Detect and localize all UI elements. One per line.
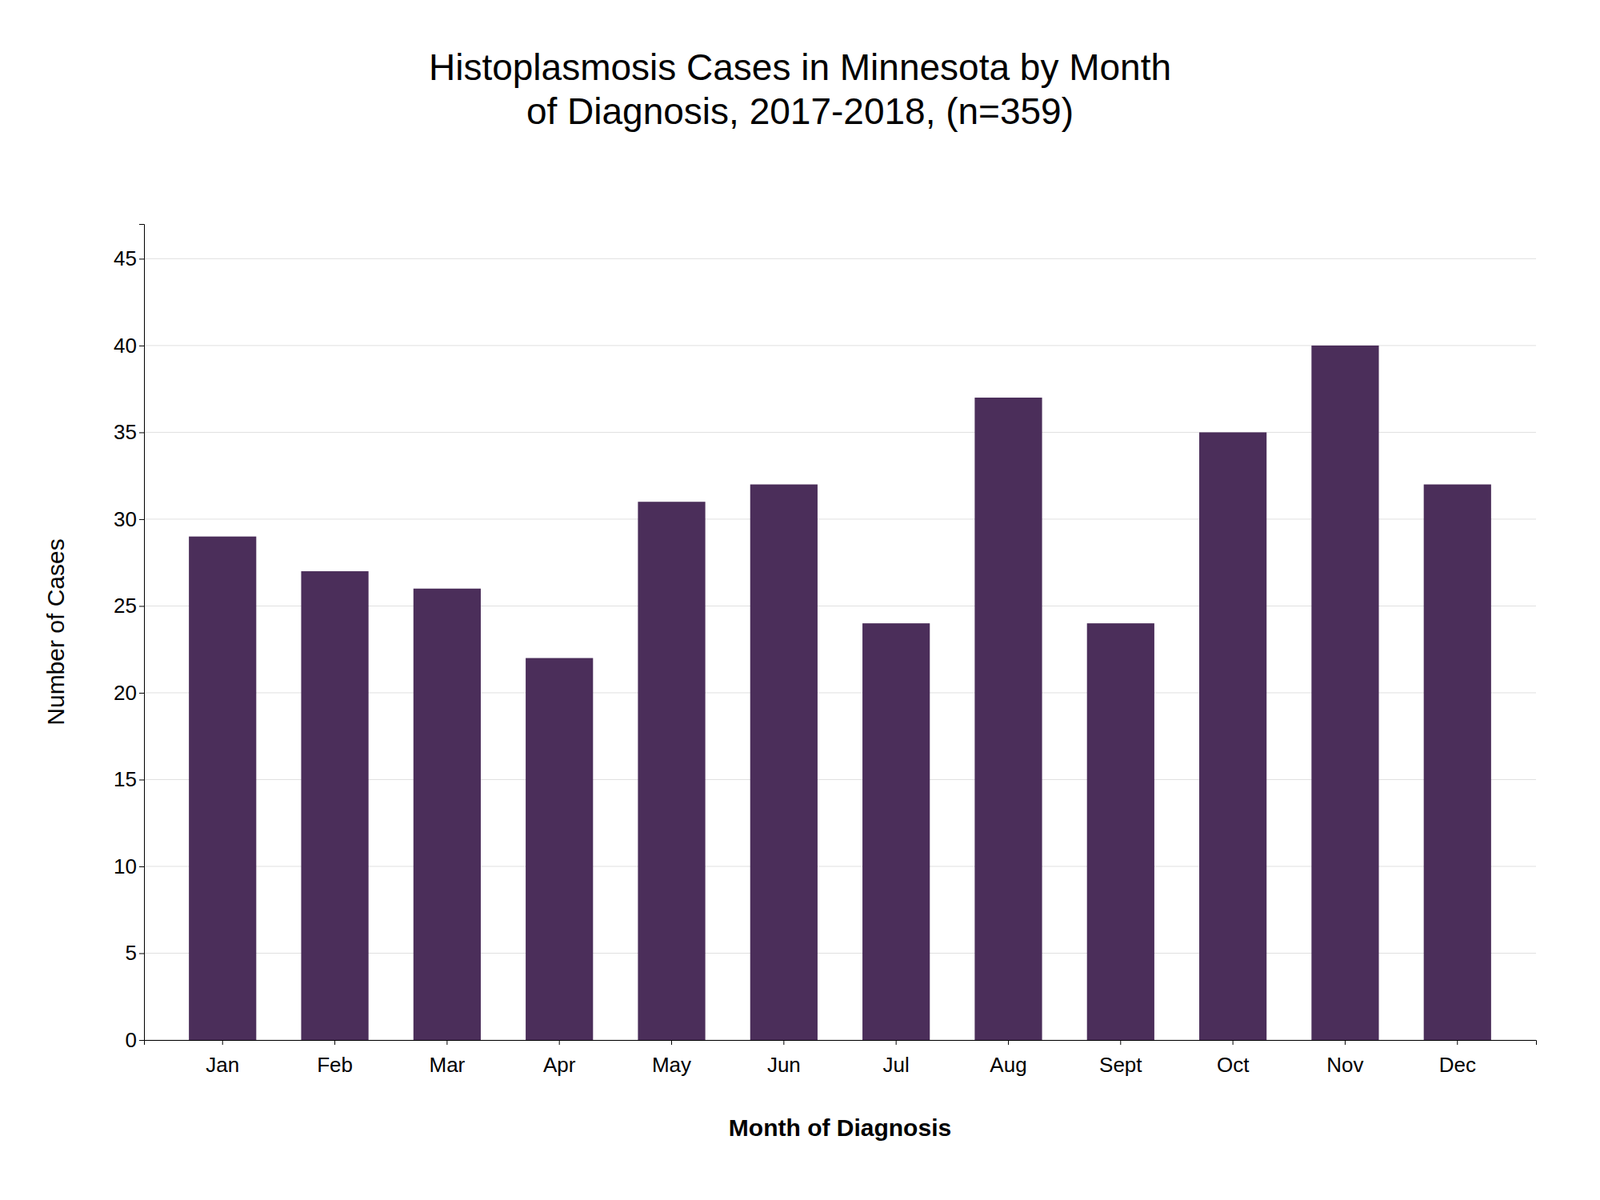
y-tick: 30	[113, 507, 144, 532]
y-tick-mark	[139, 345, 144, 347]
y-tick-label: 20	[113, 680, 137, 705]
x-tick-label: Sept	[1099, 1052, 1143, 1077]
y-tick-label: 25	[113, 593, 137, 618]
y-tick: 35	[113, 420, 144, 444]
chart-svg: Jan Feb Mar Apr May Jun Jul Aug Sept Oct Nov Dec 0 5 1…	[0, 0, 1600, 1200]
bar	[974, 397, 1042, 1040]
chart-title-line: Histoplasmosis Cases in Minnesota by Mon…	[428, 46, 1172, 88]
bar	[1424, 484, 1492, 1040]
x-tick-mark	[896, 1040, 897, 1045]
y-tick-mark	[139, 258, 144, 260]
y-tick-label: 45	[113, 246, 137, 271]
x-tick: May	[652, 1040, 692, 1077]
x-tick-label: Jul	[883, 1052, 910, 1077]
grid-line	[144, 258, 1536, 260]
x-tick-label: Jun	[767, 1052, 801, 1077]
x-tick: Sept	[1099, 1040, 1143, 1077]
x-tick: Mar	[428, 1040, 465, 1077]
x-tick: Jul	[883, 1040, 910, 1077]
bar	[1311, 345, 1379, 1040]
x-tick-mark	[1456, 1040, 1458, 1045]
bar	[188, 536, 256, 1040]
y-tick-label: 30	[113, 507, 137, 532]
bar	[1199, 432, 1267, 1040]
chart-container: Jan Feb Mar Apr May Jun Jul Aug Sept Oct Nov Dec 0 5 1…	[0, 0, 1600, 1200]
y-tick-mark	[139, 779, 144, 780]
x-tick: Aug	[989, 1040, 1027, 1077]
x-tick: Jan	[205, 1040, 240, 1077]
x-tick-mark	[1120, 1040, 1121, 1045]
y-tick-label: 0	[125, 1028, 137, 1052]
x-tick-label: Aug	[989, 1052, 1027, 1077]
x-tick-label: Mar	[428, 1052, 465, 1077]
y-tick-mark	[139, 952, 144, 954]
y-tick-label: 35	[113, 420, 137, 444]
y-tick: 40	[113, 333, 144, 358]
bar	[862, 623, 930, 1040]
y-tick: 5	[125, 940, 144, 965]
x-tick: Nov	[1326, 1040, 1364, 1077]
x-tick-mark	[1344, 1040, 1346, 1045]
grid	[144, 258, 1536, 1040]
y-axis: 0 5 10 15 20 25 30 35 40 45	[113, 224, 144, 1052]
bars	[188, 345, 1492, 1040]
x-tick: Oct	[1216, 1040, 1250, 1077]
x-tick-mark	[446, 1040, 448, 1045]
y-tick-mark	[139, 692, 144, 694]
y-tick-mark	[139, 605, 144, 607]
y-tick-mark	[139, 866, 144, 868]
y-axis-title: Number of Cases	[42, 538, 69, 725]
x-tick-label: Apr	[543, 1052, 576, 1077]
plot-area: Jan Feb Mar Apr May Jun Jul Aug Sept Oct Nov Dec 0 5 1…	[113, 224, 1536, 1078]
x-axis: Jan Feb Mar Apr May Jun Jul Aug Sept Oct Nov Dec	[144, 1040, 1537, 1077]
x-tick: Apr	[543, 1040, 576, 1077]
x-tick: Dec	[1439, 1040, 1476, 1077]
x-axis-title: Month of Diagnosis	[728, 1114, 952, 1141]
x-tick-label: Oct	[1216, 1052, 1250, 1077]
y-tick: 45	[113, 246, 144, 271]
y-tick-label: 10	[113, 854, 137, 879]
y-tick-label: 15	[113, 767, 137, 792]
x-tick-label: Nov	[1326, 1052, 1364, 1077]
y-tick-label: 5	[125, 940, 137, 965]
bar	[637, 501, 705, 1040]
y-axis-line	[139, 224, 145, 1041]
bar	[750, 484, 818, 1040]
x-tick-mark	[1232, 1040, 1234, 1045]
x-tick-label: May	[652, 1052, 692, 1077]
y-tick-mark	[139, 432, 144, 433]
y-tick: 15	[113, 767, 144, 792]
x-tick-mark	[559, 1040, 560, 1045]
x-tick-mark	[222, 1040, 224, 1045]
x-tick-label: Dec	[1439, 1052, 1476, 1077]
y-tick: 25	[113, 593, 144, 618]
bar	[300, 571, 368, 1040]
x-tick-mark	[783, 1040, 784, 1045]
x-tick-label: Jan	[205, 1052, 240, 1077]
x-tick-mark	[1008, 1040, 1009, 1045]
y-tick: 0	[125, 1028, 144, 1052]
bar	[1087, 623, 1155, 1040]
chart-title: Histoplasmosis Cases in Minnesota by Mon…	[428, 46, 1172, 132]
bar	[413, 588, 481, 1040]
y-tick: 10	[113, 854, 144, 879]
y-tick-mark	[139, 1040, 144, 1041]
x-tick: Feb	[316, 1040, 353, 1077]
x-tick-mark	[671, 1040, 672, 1045]
y-tick-mark	[139, 519, 144, 520]
bar	[525, 658, 593, 1040]
x-tick-mark	[334, 1040, 336, 1045]
y-tick: 20	[113, 680, 144, 705]
y-tick-label: 40	[113, 333, 137, 358]
chart-title-line: of Diagnosis, 2017-2018, (n=359)	[526, 90, 1074, 132]
x-tick: Jun	[767, 1040, 801, 1077]
x-axis-line	[144, 1040, 1537, 1046]
x-tick-label: Feb	[316, 1052, 353, 1077]
